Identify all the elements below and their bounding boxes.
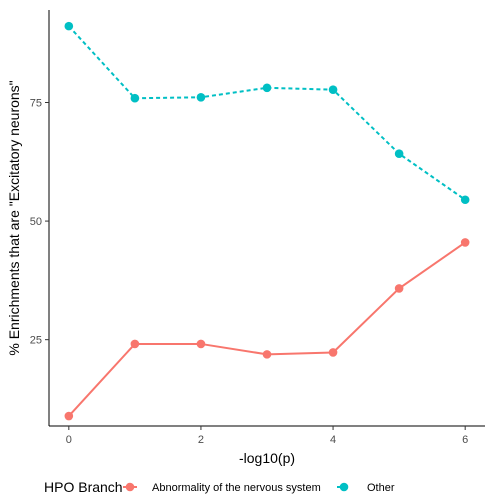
y-axis-title: % Enrichments that are "Excitatory neuro… [6,80,22,355]
x-tick-label: 6 [462,434,468,446]
legend-key-point [125,482,135,492]
legend-label: Other [367,482,395,494]
y-tick-label: 25 [30,335,42,347]
data-point [394,284,404,293]
data-point [460,238,470,247]
series-line [68,25,466,201]
legend-item-1: Other [337,482,395,494]
y-tick-label: 50 [30,216,42,228]
data-point [262,83,272,93]
legend-label: Abnormality of the nervous system [152,482,321,494]
data-point [196,339,206,349]
data-point [460,195,470,205]
x-axis-title: -log10(p) [239,450,295,466]
data-point [130,93,140,103]
series-0 [64,238,470,421]
data-point [130,339,140,349]
x-tick-label: 2 [198,434,204,446]
legend-title: HPO Branch [44,479,123,495]
series-layer [64,21,470,421]
data-point [328,348,338,357]
series-line [68,241,466,417]
data-point [64,21,74,31]
data-point [262,350,272,359]
x-tick-label: 0 [66,434,72,446]
data-point [64,411,74,421]
y-tick-label: 75 [30,97,42,109]
data-point [196,92,206,102]
legend-item-0: Abnormality of the nervous system [123,482,321,494]
legend-key-point [339,482,349,492]
legend: HPO Branch Abnormality of the nervous sys… [44,479,395,495]
x-tick-label: 4 [330,434,336,446]
data-point [394,149,404,159]
axes: 0 2 4 6 25 50 75 [30,10,485,446]
series-1 [64,21,470,205]
data-point [328,85,338,94]
